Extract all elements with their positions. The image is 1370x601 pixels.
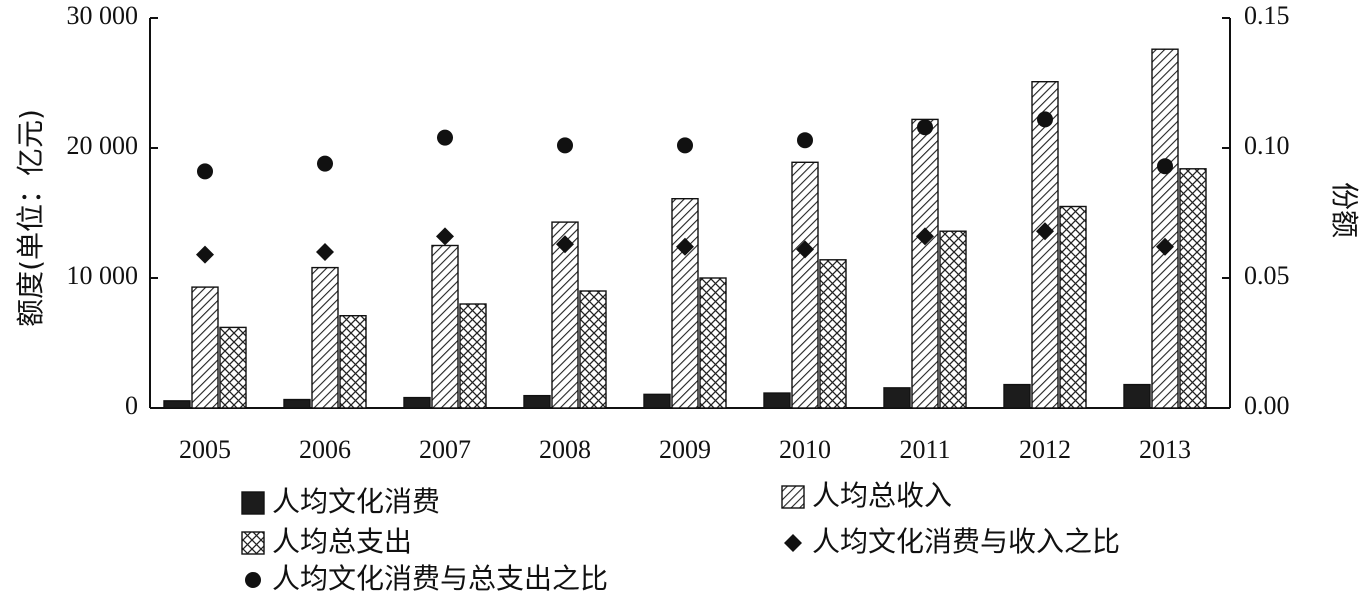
legend-label: 人均文化消费与收入之比	[812, 525, 1120, 558]
bar	[459, 303, 487, 409]
circle-marker	[197, 163, 213, 180]
bar	[763, 392, 791, 409]
y-tick-label: 30 000	[67, 1, 139, 30]
y-axis-title: 额度(单位：亿元)	[14, 109, 47, 327]
bar	[819, 259, 847, 409]
bar	[671, 197, 699, 409]
legend-swatch	[241, 491, 265, 515]
bars	[163, 48, 1207, 409]
x-tick-label: 2007	[419, 435, 471, 464]
diamond-marker	[676, 237, 694, 256]
y-tick-label: 0	[125, 391, 138, 420]
y-tick-label: 10 000	[67, 261, 139, 290]
diamond-marker	[916, 227, 934, 246]
legend-label: 人均文化消费	[272, 485, 440, 518]
x-tick-label: 2010	[779, 435, 831, 464]
right-tick-labels: 0.00 0.05 0.10 0.15	[1222, 1, 1290, 420]
circle-marker	[1157, 158, 1173, 175]
y2-axis-title: 份额	[1328, 182, 1361, 238]
bar	[311, 266, 339, 409]
bar	[791, 161, 819, 409]
bar	[579, 290, 607, 409]
y2-tick-label: 0.00	[1244, 391, 1290, 420]
diamond-marker	[1156, 237, 1174, 256]
legend-swatch	[784, 534, 802, 552]
x-tick-label: 2012	[1019, 435, 1071, 464]
circle-marker	[797, 132, 813, 149]
bar	[523, 394, 551, 409]
markers	[196, 111, 1174, 264]
legend-swatch	[245, 572, 261, 588]
x-tick-label: 2009	[659, 435, 711, 464]
bar	[1003, 383, 1031, 409]
circle-marker	[917, 119, 933, 136]
y-tick-label: 20 000	[67, 131, 139, 160]
circle-marker	[557, 137, 573, 154]
bar	[191, 286, 219, 409]
bar	[283, 398, 311, 409]
left-tick-labels: 0 10 000 20 000 30 000	[67, 1, 158, 420]
x-tick-label: 2006	[299, 435, 351, 464]
circle-marker	[317, 155, 333, 172]
legend-swatch	[781, 485, 805, 509]
bar	[939, 230, 967, 409]
x-tick-label: 2005	[179, 435, 231, 464]
x-tick-label: 2011	[899, 435, 950, 464]
legend-label: 人均总收入	[812, 479, 952, 512]
bar	[339, 315, 367, 409]
diamond-marker	[196, 245, 214, 264]
legend-label: 人均文化消费与总支出之比	[272, 562, 608, 595]
bar	[431, 244, 459, 409]
bar	[1031, 80, 1059, 409]
circle-marker	[1037, 111, 1053, 128]
legend-label: 人均总支出	[272, 525, 412, 558]
diamond-marker	[436, 227, 454, 246]
bar	[1123, 383, 1151, 409]
x-tick-label: 2013	[1139, 435, 1191, 464]
diamond-marker	[1036, 222, 1054, 241]
bar	[883, 387, 911, 409]
bar	[699, 277, 727, 409]
y2-tick-label: 0.15	[1244, 1, 1290, 30]
y2-tick-label: 0.05	[1244, 261, 1290, 290]
legend-swatch	[241, 531, 265, 555]
x-tick-label: 2008	[539, 435, 591, 464]
bar	[1151, 48, 1179, 409]
circle-marker	[677, 137, 693, 154]
x-tick-labels: 2005 2006 2007 2008 2009 2010 2011 2012 2013	[179, 435, 1191, 464]
bar	[163, 400, 191, 409]
bar	[403, 396, 431, 409]
circle-marker	[437, 129, 453, 146]
diamond-marker	[796, 240, 814, 259]
diamond-marker	[316, 243, 334, 261]
y2-tick-label: 0.10	[1244, 131, 1290, 160]
bar	[1059, 205, 1087, 409]
bar	[643, 393, 671, 409]
bar	[911, 118, 939, 409]
bar	[1179, 168, 1207, 409]
bar	[219, 326, 247, 409]
diamond-marker	[556, 235, 574, 254]
